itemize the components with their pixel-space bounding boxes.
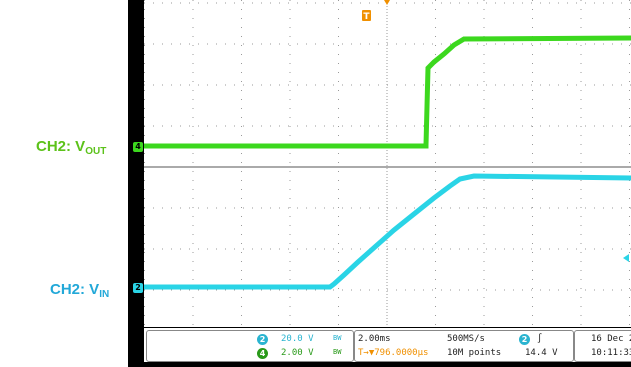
trigger-position: T→▼796.0000μs [358,348,429,358]
horizontal-readout-box[interactable]: 2.00ms T→▼796.0000μs 500MS/s 10M points … [354,330,574,362]
status-bar: 2 20.0 V BW 4 2.00 V BW 2.00ms T→▼796.00… [144,328,631,362]
waveform-display: T [144,0,631,327]
time: 10:11:33 [591,348,631,358]
ch2-badge: 2 [257,334,268,345]
trigger-position-arrow [384,0,390,5]
vin-channel-label: CH2: VIN [50,281,110,300]
svg-text:T: T [363,12,370,22]
sample-rate: 500MS/s [447,334,485,344]
vout-trace [144,35,631,149]
trigger-source-badge: 2 [519,334,530,345]
date: 16 Dec 2 [591,334,631,344]
date-time-box: 16 Dec 2 10:11:33 [574,330,631,362]
channel-readout-box[interactable]: 2 20.0 V BW 4 2.00 V BW [146,330,354,362]
ch2-ground-marker[interactable]: 2 [133,283,143,293]
trigger-slope-icon: ∫ [537,334,543,344]
trigger-level-arrow [623,254,629,262]
ch2-bw-icon: BW [333,334,342,342]
graticule [144,0,631,327]
vout-channel-label: CH2: VOUT [36,138,107,157]
ch4-badge: 4 [257,348,268,359]
trigger-marker[interactable]: T [362,10,371,22]
ch2-scale: 20.0 V [281,334,314,344]
ch4-bw-icon: BW [333,348,342,356]
ch4-ground-marker[interactable]: 4 [133,142,143,152]
ch4-scale: 2.00 V [281,348,314,358]
timebase: 2.00ms [358,334,391,344]
vin-trace [144,173,631,290]
trigger-level: 14.4 V [525,348,558,358]
record-length: 10M points [447,348,502,358]
